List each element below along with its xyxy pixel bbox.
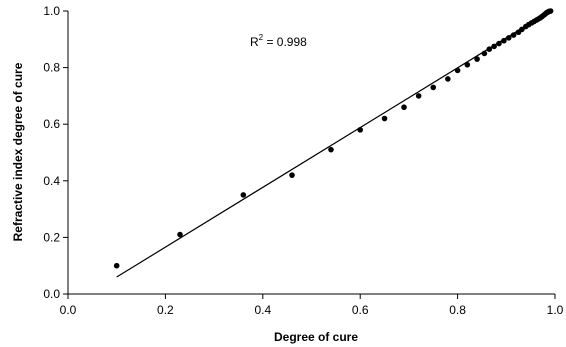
data-point bbox=[519, 26, 525, 33]
x-tick-label: 0.6 bbox=[352, 303, 369, 317]
r-squared-value: = 0.998 bbox=[263, 35, 307, 49]
x-tick-label: 0.2 bbox=[157, 303, 174, 317]
x-tick-label: 1.0 bbox=[547, 303, 564, 317]
x-axis-title: Degree of cure bbox=[274, 330, 358, 344]
data-point bbox=[505, 35, 512, 41]
axes-layer bbox=[67, 11, 555, 295]
data-point bbox=[445, 76, 451, 82]
data-point bbox=[113, 262, 120, 269]
data-point bbox=[486, 46, 493, 53]
data-point bbox=[501, 37, 507, 44]
data-point bbox=[401, 104, 407, 111]
x-ticks-layer: 0.0 0.2 0.4 0.6 0.8 1.0 bbox=[60, 294, 564, 317]
data-point bbox=[240, 192, 247, 198]
data-point bbox=[496, 40, 502, 47]
x-tick-label: 0.8 bbox=[449, 303, 466, 317]
data-point bbox=[491, 43, 497, 50]
x-tick-label: 0.0 bbox=[60, 303, 77, 317]
y-tick-label: 0.4 bbox=[43, 174, 60, 188]
y-tick-label: 1.0 bbox=[43, 4, 60, 18]
data-point bbox=[415, 93, 422, 99]
data-point bbox=[177, 231, 183, 238]
y-tick-label: 0.2 bbox=[43, 230, 60, 244]
data-point bbox=[464, 61, 471, 68]
data-point bbox=[474, 56, 480, 62]
data-point bbox=[289, 172, 295, 178]
fit-line bbox=[116, 10, 551, 278]
x-tick-label: 0.4 bbox=[254, 303, 271, 317]
r-squared-annotation: R2 = 0.998 bbox=[250, 33, 307, 49]
data-point bbox=[328, 146, 334, 153]
data-point bbox=[430, 84, 437, 91]
data-point bbox=[547, 8, 554, 14]
r-squared-prefix: R bbox=[250, 35, 259, 49]
data-points-layer bbox=[113, 8, 554, 269]
y-axis-title: Refractive index degree of cure bbox=[11, 62, 25, 241]
y-tick-label: 0.0 bbox=[43, 287, 60, 301]
y-ticks-layer: 0.0 0.2 0.4 0.6 0.8 1.0 bbox=[43, 4, 68, 301]
data-point bbox=[510, 32, 517, 38]
y-tick-label: 0.8 bbox=[43, 61, 60, 75]
data-point bbox=[357, 127, 364, 133]
data-point bbox=[381, 115, 388, 122]
fit-line-layer bbox=[116, 10, 551, 278]
data-point bbox=[481, 50, 488, 57]
r-squared-superscript: 2 bbox=[259, 33, 264, 42]
y-tick-label: 0.6 bbox=[43, 117, 60, 131]
data-point bbox=[454, 67, 461, 74]
